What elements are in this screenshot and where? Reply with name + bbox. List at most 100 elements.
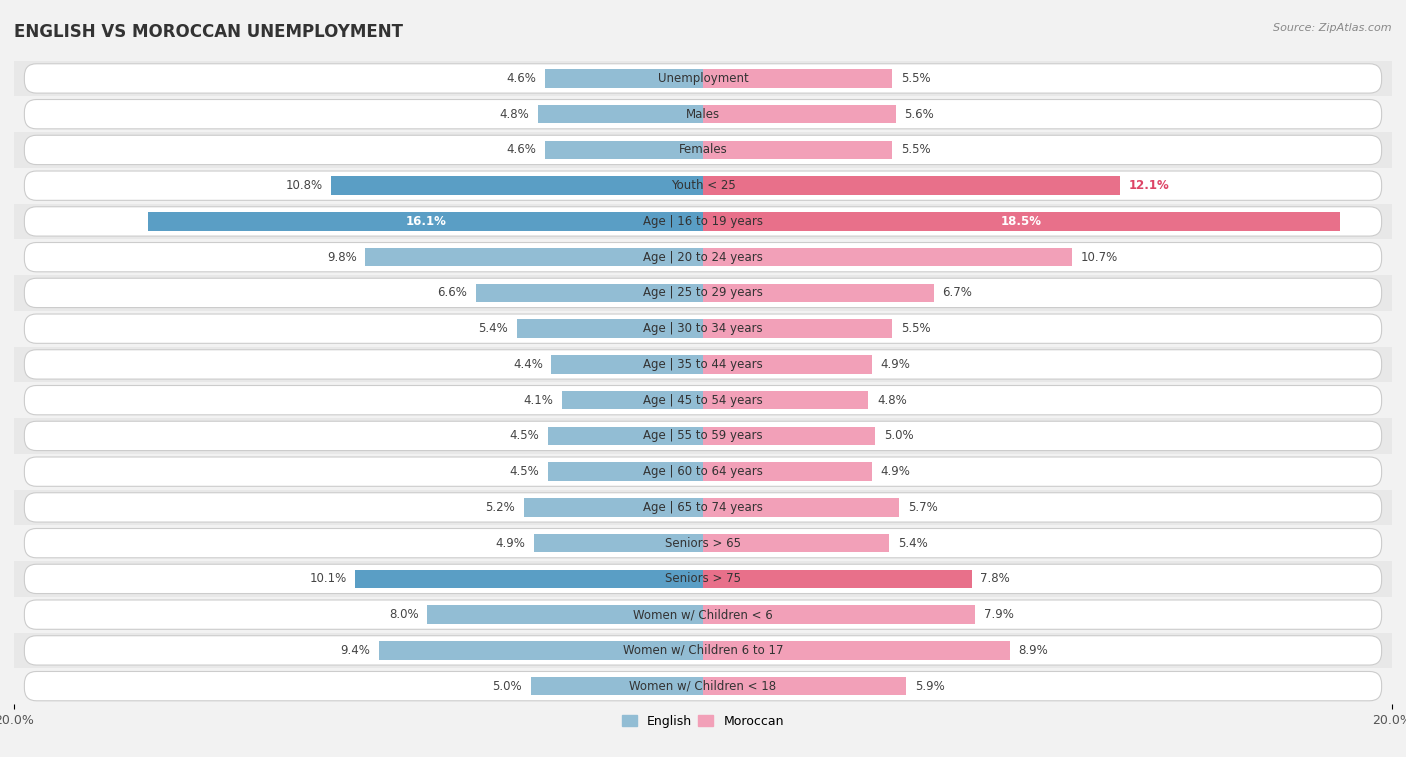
Text: 4.6%: 4.6% bbox=[506, 72, 536, 85]
Bar bbox=[14, 96, 1392, 132]
Bar bbox=[517, 319, 703, 338]
Text: Women w/ Children < 18: Women w/ Children < 18 bbox=[630, 680, 776, 693]
Bar bbox=[548, 463, 703, 481]
Bar bbox=[703, 69, 893, 88]
Bar bbox=[562, 391, 703, 410]
Text: 5.2%: 5.2% bbox=[485, 501, 515, 514]
Text: Age | 65 to 74 years: Age | 65 to 74 years bbox=[643, 501, 763, 514]
Bar bbox=[427, 606, 703, 624]
Bar bbox=[330, 176, 703, 195]
Bar bbox=[366, 248, 703, 266]
Bar bbox=[356, 569, 703, 588]
Bar bbox=[14, 204, 1392, 239]
Text: 6.7%: 6.7% bbox=[942, 286, 973, 300]
Text: Youth < 25: Youth < 25 bbox=[671, 179, 735, 192]
Bar bbox=[703, 105, 896, 123]
Bar bbox=[703, 141, 893, 159]
Bar bbox=[703, 355, 872, 374]
Bar bbox=[14, 382, 1392, 418]
Text: Age | 30 to 34 years: Age | 30 to 34 years bbox=[643, 322, 763, 335]
Bar bbox=[534, 534, 703, 553]
FancyBboxPatch shape bbox=[24, 242, 1382, 272]
Text: 10.8%: 10.8% bbox=[285, 179, 322, 192]
Bar bbox=[14, 490, 1392, 525]
Text: 8.0%: 8.0% bbox=[389, 608, 419, 621]
FancyBboxPatch shape bbox=[24, 350, 1382, 379]
Text: 5.4%: 5.4% bbox=[897, 537, 928, 550]
Bar bbox=[703, 463, 872, 481]
Bar bbox=[703, 212, 1340, 231]
Bar bbox=[531, 677, 703, 696]
Bar bbox=[475, 284, 703, 302]
Text: Males: Males bbox=[686, 107, 720, 120]
Bar bbox=[14, 168, 1392, 204]
FancyBboxPatch shape bbox=[24, 493, 1382, 522]
Bar bbox=[380, 641, 703, 659]
Text: Age | 25 to 29 years: Age | 25 to 29 years bbox=[643, 286, 763, 300]
Text: 8.9%: 8.9% bbox=[1018, 644, 1047, 657]
Text: 5.5%: 5.5% bbox=[901, 143, 931, 157]
Text: Age | 20 to 24 years: Age | 20 to 24 years bbox=[643, 251, 763, 263]
Text: 16.1%: 16.1% bbox=[405, 215, 446, 228]
Text: 6.6%: 6.6% bbox=[437, 286, 467, 300]
Bar bbox=[14, 561, 1392, 597]
Text: 4.9%: 4.9% bbox=[496, 537, 526, 550]
Bar bbox=[548, 427, 703, 445]
Text: 5.5%: 5.5% bbox=[901, 322, 931, 335]
Text: Source: ZipAtlas.com: Source: ZipAtlas.com bbox=[1274, 23, 1392, 33]
Text: 7.9%: 7.9% bbox=[984, 608, 1014, 621]
Text: 4.4%: 4.4% bbox=[513, 358, 543, 371]
Bar bbox=[14, 275, 1392, 311]
Text: 10.1%: 10.1% bbox=[309, 572, 346, 585]
Bar bbox=[537, 105, 703, 123]
Text: 4.9%: 4.9% bbox=[880, 358, 910, 371]
FancyBboxPatch shape bbox=[24, 171, 1382, 201]
Bar bbox=[703, 284, 934, 302]
FancyBboxPatch shape bbox=[24, 64, 1382, 93]
Text: 12.1%: 12.1% bbox=[1129, 179, 1170, 192]
Bar bbox=[703, 498, 900, 517]
Bar bbox=[703, 248, 1071, 266]
Bar bbox=[703, 641, 1010, 659]
Text: 4.1%: 4.1% bbox=[523, 394, 553, 407]
Bar bbox=[703, 569, 972, 588]
Text: 5.7%: 5.7% bbox=[908, 501, 938, 514]
Text: Seniors > 75: Seniors > 75 bbox=[665, 572, 741, 585]
Bar bbox=[544, 69, 703, 88]
Text: 5.4%: 5.4% bbox=[478, 322, 509, 335]
FancyBboxPatch shape bbox=[24, 636, 1382, 665]
Text: 5.0%: 5.0% bbox=[884, 429, 914, 442]
FancyBboxPatch shape bbox=[24, 207, 1382, 236]
Text: Age | 60 to 64 years: Age | 60 to 64 years bbox=[643, 465, 763, 478]
Text: 4.8%: 4.8% bbox=[499, 107, 529, 120]
Bar bbox=[14, 597, 1392, 633]
Text: 9.8%: 9.8% bbox=[328, 251, 357, 263]
Text: Unemployment: Unemployment bbox=[658, 72, 748, 85]
FancyBboxPatch shape bbox=[24, 314, 1382, 344]
Bar bbox=[551, 355, 703, 374]
FancyBboxPatch shape bbox=[24, 528, 1382, 558]
Bar bbox=[544, 141, 703, 159]
Bar bbox=[14, 418, 1392, 453]
Bar bbox=[703, 176, 1119, 195]
Text: Females: Females bbox=[679, 143, 727, 157]
Text: 7.8%: 7.8% bbox=[980, 572, 1010, 585]
Text: 4.8%: 4.8% bbox=[877, 394, 907, 407]
Text: Women w/ Children 6 to 17: Women w/ Children 6 to 17 bbox=[623, 644, 783, 657]
Bar bbox=[524, 498, 703, 517]
Text: 5.9%: 5.9% bbox=[915, 680, 945, 693]
Text: Seniors > 65: Seniors > 65 bbox=[665, 537, 741, 550]
Text: 18.5%: 18.5% bbox=[1001, 215, 1042, 228]
FancyBboxPatch shape bbox=[24, 385, 1382, 415]
Bar bbox=[14, 132, 1392, 168]
Text: 9.4%: 9.4% bbox=[340, 644, 371, 657]
Text: Age | 55 to 59 years: Age | 55 to 59 years bbox=[643, 429, 763, 442]
FancyBboxPatch shape bbox=[24, 600, 1382, 629]
Text: 5.6%: 5.6% bbox=[904, 107, 934, 120]
Bar bbox=[14, 239, 1392, 275]
Text: ENGLISH VS MOROCCAN UNEMPLOYMENT: ENGLISH VS MOROCCAN UNEMPLOYMENT bbox=[14, 23, 404, 41]
Text: Women w/ Children < 6: Women w/ Children < 6 bbox=[633, 608, 773, 621]
Text: Age | 16 to 19 years: Age | 16 to 19 years bbox=[643, 215, 763, 228]
Legend: English, Moroccan: English, Moroccan bbox=[617, 710, 789, 733]
Bar bbox=[703, 677, 907, 696]
